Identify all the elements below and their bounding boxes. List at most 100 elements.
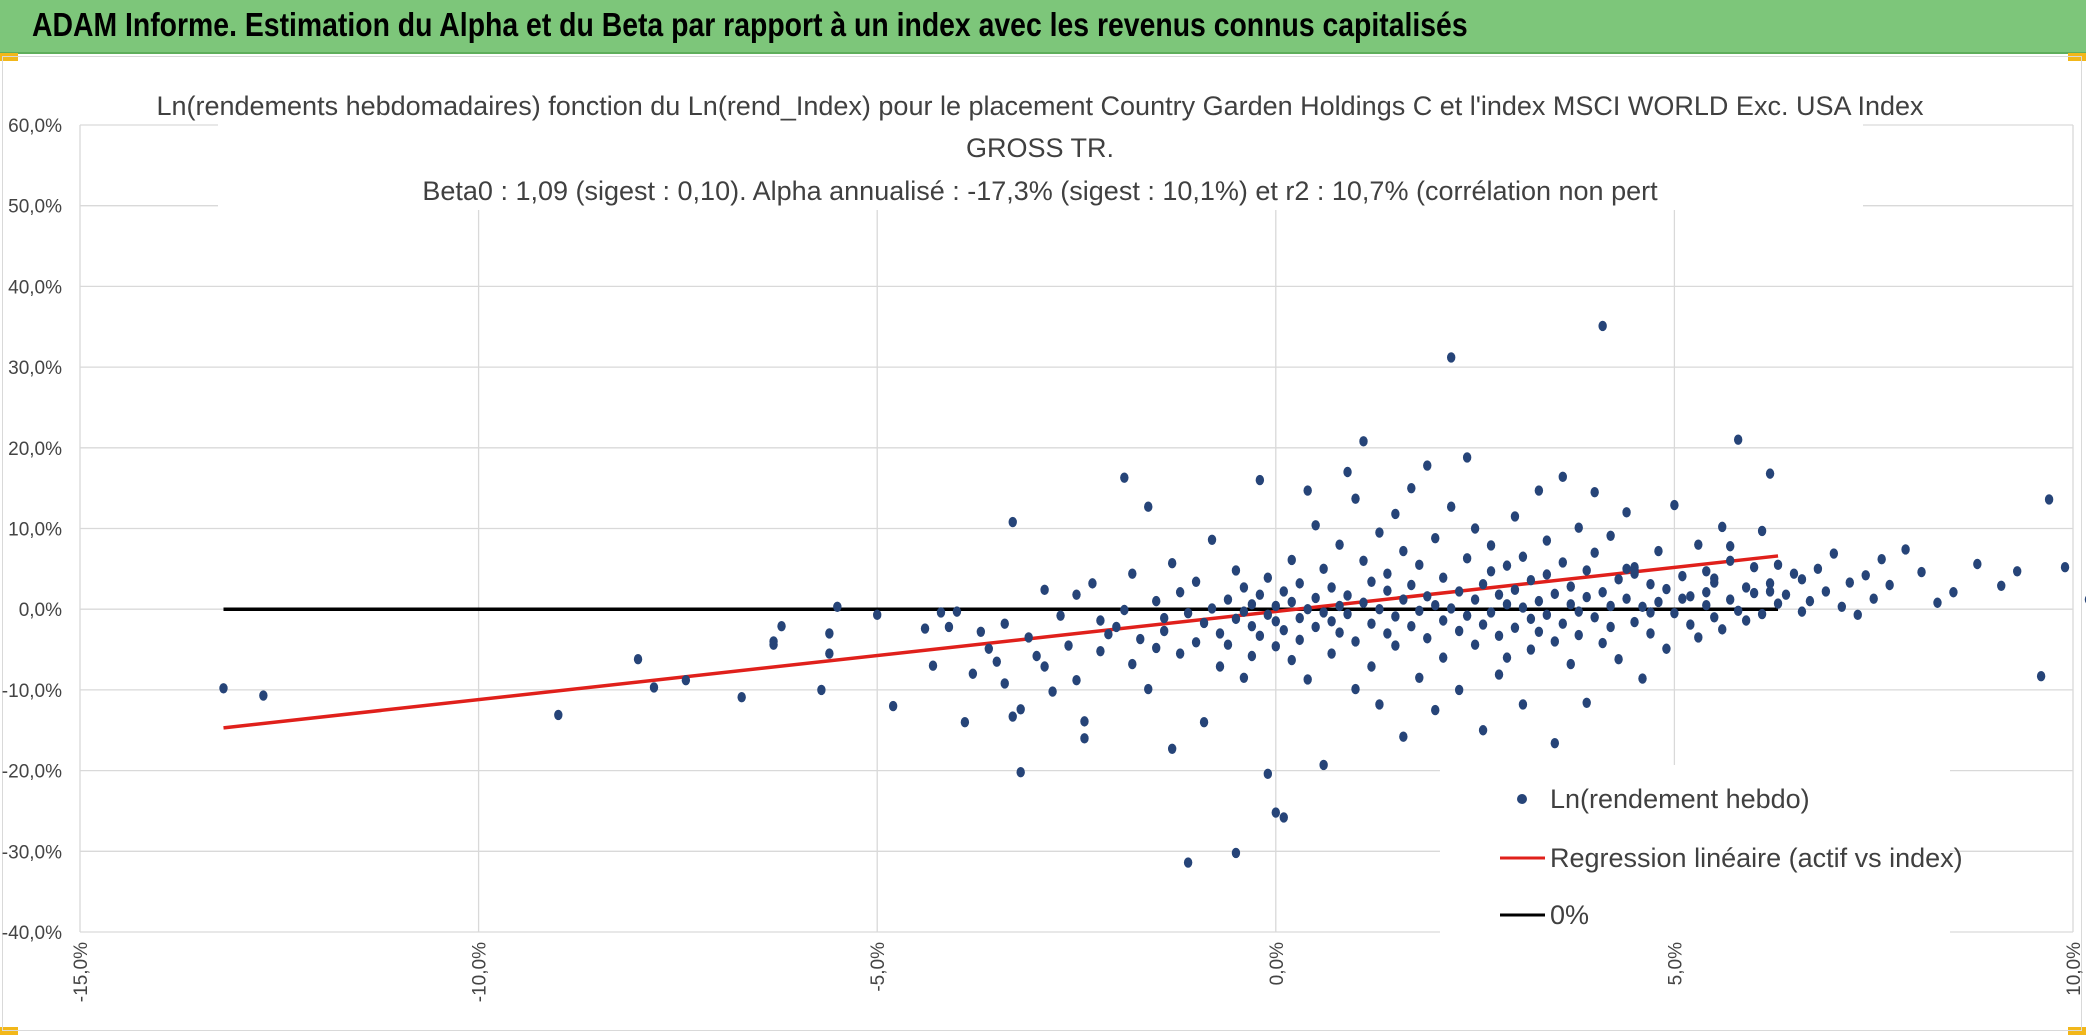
y-tick-label: -30,0% [2, 842, 62, 863]
data-point [219, 683, 228, 694]
data-point [1773, 598, 1783, 609]
data-point [1494, 669, 1504, 680]
legend-label-regression: Regression linéaire (actif vs index) [1550, 843, 1963, 873]
data-point [1383, 568, 1392, 579]
x-tick-label: -15,0% [71, 942, 92, 1002]
data-point [1032, 650, 1041, 662]
data-point [1478, 725, 1488, 736]
data-point [1359, 597, 1368, 608]
data-point [1391, 640, 1400, 651]
data-point [1670, 499, 1679, 511]
data-point [1263, 768, 1273, 780]
legend-label-zero: 0% [1550, 900, 1589, 930]
data-point [1144, 683, 1153, 695]
data-point [1686, 619, 1695, 630]
data-point [1797, 606, 1807, 617]
data-point [1295, 578, 1304, 589]
data-point [1064, 640, 1073, 651]
data-point [1144, 501, 1153, 512]
data-point [681, 675, 691, 686]
title-banner: ADAM Informe. Estimation du Alpha et du … [0, 0, 2086, 54]
data-point [1391, 508, 1400, 520]
data-point [1550, 636, 1560, 647]
y-axis-ticks: -40,0% -30,0% -20,0% -10,0% 0,0% 10,0% 20,0% 30… [2, 116, 62, 944]
data-point [1757, 608, 1767, 620]
data-point [1646, 607, 1655, 618]
data-point [1574, 522, 1583, 533]
data-point [1383, 628, 1392, 639]
chart-title-line-3: Beta0 : 1,09 (sigest : 0,10). Alpha annu… [422, 176, 1658, 206]
data-point [1303, 674, 1312, 685]
data-point [1574, 606, 1583, 617]
data-point [1510, 622, 1520, 633]
data-point [1829, 548, 1839, 559]
data-point [1542, 535, 1552, 546]
data-point [1104, 629, 1113, 640]
data-point [1654, 545, 1663, 557]
data-point [1295, 612, 1304, 624]
data-point [1486, 540, 1496, 551]
y-tick-label: 10,0% [8, 520, 62, 541]
data-point [1167, 558, 1177, 569]
data-point [1247, 650, 1257, 662]
data-point [1630, 568, 1639, 579]
data-point [1949, 587, 1958, 598]
data-point [1582, 697, 1591, 709]
data-point [1080, 733, 1089, 744]
data-point [1191, 637, 1201, 648]
data-point [1702, 566, 1711, 577]
data-point [1494, 630, 1504, 642]
data-point [1502, 599, 1512, 610]
data-point [1407, 579, 1416, 591]
chart-title-line-1: Ln(rendements hebdomadaires) fonction du… [156, 91, 1924, 121]
data-point [1271, 807, 1281, 818]
data-point [1566, 658, 1575, 670]
data-point [1415, 672, 1424, 683]
data-point [1933, 597, 1942, 608]
data-point [1765, 468, 1775, 479]
data-point [1837, 601, 1847, 612]
data-point [1255, 474, 1265, 486]
chart-title-background [218, 80, 1863, 210]
data-point [1590, 547, 1599, 558]
data-point [1518, 699, 1528, 710]
data-point [1598, 320, 1607, 332]
data-point [1303, 485, 1312, 496]
data-point [1526, 574, 1536, 586]
data-point [1478, 619, 1488, 630]
data-point [2012, 566, 2022, 577]
x-tick-label: 5,0% [1665, 942, 1686, 985]
data-point [1869, 593, 1878, 604]
data-point [1622, 507, 1631, 518]
data-point [1470, 594, 1480, 605]
data-point [1454, 625, 1464, 637]
data-point [1351, 636, 1360, 647]
data-point [1359, 555, 1368, 566]
data-point [1534, 485, 1544, 496]
data-point [944, 621, 954, 633]
data-point [1574, 629, 1583, 641]
data-point [1431, 704, 1440, 716]
data-point [1343, 466, 1352, 478]
data-point [1901, 544, 1910, 555]
data-point [1797, 574, 1807, 585]
data-point [1470, 639, 1480, 650]
data-point [1534, 595, 1544, 607]
data-point [1040, 584, 1049, 596]
x-tick-label: -5,0% [868, 942, 889, 992]
data-point [1518, 551, 1528, 562]
data-point [1128, 658, 1137, 670]
data-point [1550, 588, 1560, 600]
data-point [1207, 603, 1217, 614]
data-point [1749, 562, 1759, 573]
data-point [1375, 527, 1384, 538]
data-point [1255, 630, 1265, 642]
data-point [1710, 573, 1719, 584]
data-point [1694, 539, 1703, 550]
data-point [1359, 436, 1368, 447]
chart-title-line-2: GROSS TR. [966, 133, 1114, 163]
y-tick-label: -40,0% [2, 923, 62, 944]
data-point [1454, 586, 1464, 597]
data-point [1885, 579, 1894, 591]
data-point [1367, 618, 1376, 629]
